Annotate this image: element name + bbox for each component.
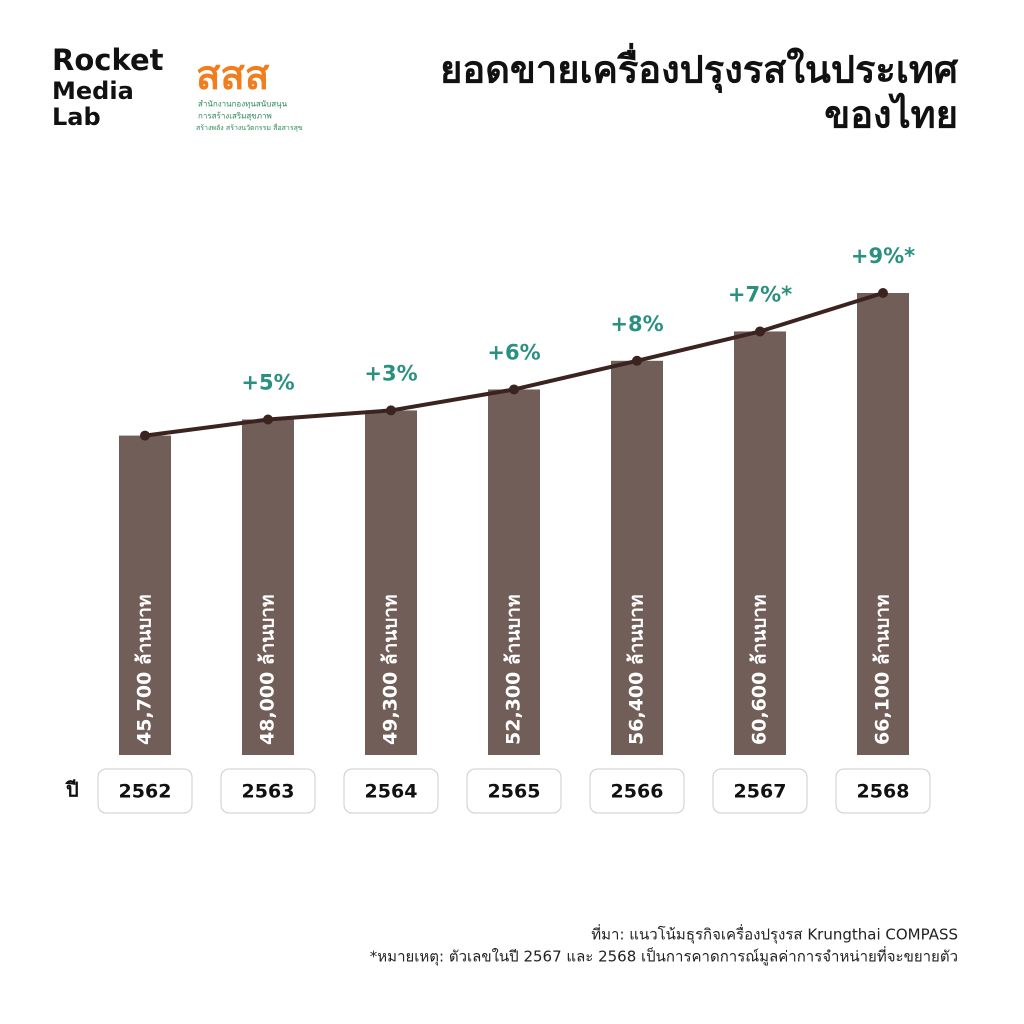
year-box — [97, 768, 193, 814]
bar — [611, 360, 663, 755]
logo-text: Media — [52, 77, 134, 105]
value-label: 48,000 ล้านบาท — [257, 595, 279, 746]
chart-title: ของไทย — [824, 93, 958, 137]
logo-text: Lab — [52, 103, 101, 131]
partner-text: สำนักงานกองทุนสนับสนุน — [198, 100, 288, 109]
bar — [734, 331, 786, 755]
x-tick-label: 2567 — [734, 781, 787, 803]
partner-text: การสร้างเสริมสุขภาพ — [198, 112, 272, 121]
growth-label: +3% — [364, 361, 417, 385]
trend-point — [632, 355, 642, 366]
x-tick-label: 2566 — [611, 781, 664, 803]
trend-point — [755, 326, 765, 337]
year-box — [712, 768, 808, 814]
year-box — [589, 768, 685, 814]
growth-label: +9%* — [851, 244, 915, 268]
partner-mark: สสส — [196, 53, 270, 99]
logo-text: Rocket — [52, 43, 164, 77]
growth-label: +8% — [610, 312, 663, 336]
trend-point — [263, 414, 273, 425]
year-box — [343, 768, 439, 814]
value-label: 45,700 ล้านบาท — [134, 595, 156, 746]
chart-title: ยอดขายเครื่องปรุงรสในประเทศ — [440, 43, 959, 94]
x-tick-label: 2562 — [119, 781, 172, 803]
x-tick-label: 2564 — [365, 781, 418, 803]
x-tick-label: 2565 — [488, 781, 541, 803]
growth-label: +7%* — [728, 282, 792, 306]
note: *หมายเหตุ: ตัวเลขในปี 2567 และ 2568 เป็น… — [370, 946, 958, 967]
value-label: 60,600 ล้านบาท — [749, 595, 771, 746]
year-box — [835, 768, 931, 814]
value-label: 49,300 ล้านบาท — [380, 595, 402, 746]
trend-point — [386, 405, 396, 416]
x-tick-label: 2568 — [857, 781, 910, 803]
value-label: 66,100 ล้านบาท — [872, 595, 894, 746]
bar — [365, 410, 417, 755]
bar — [119, 435, 171, 755]
bar — [857, 293, 909, 755]
trend-point — [878, 288, 888, 298]
trend-point — [509, 384, 519, 395]
partner-text: สร้างพลัง สร้างนวัตกรรม สื่อสารสุข — [196, 123, 303, 132]
growth-label: +6% — [487, 340, 540, 364]
bar — [488, 389, 540, 755]
year-box — [466, 768, 562, 814]
value-label: 52,300 ล้านบาท — [503, 595, 525, 746]
bar — [242, 419, 294, 755]
source: ที่มา: แนวโน้มธุรกิจเครื่องปรุงรส Krungt… — [591, 924, 958, 945]
x-tick-label: 2563 — [242, 781, 295, 803]
x-axis-label: ปี — [65, 778, 79, 802]
value-label: 56,400 ล้านบาท — [626, 595, 648, 746]
year-box — [220, 768, 316, 814]
growth-label: +5% — [241, 371, 294, 395]
trend-point — [140, 430, 150, 441]
